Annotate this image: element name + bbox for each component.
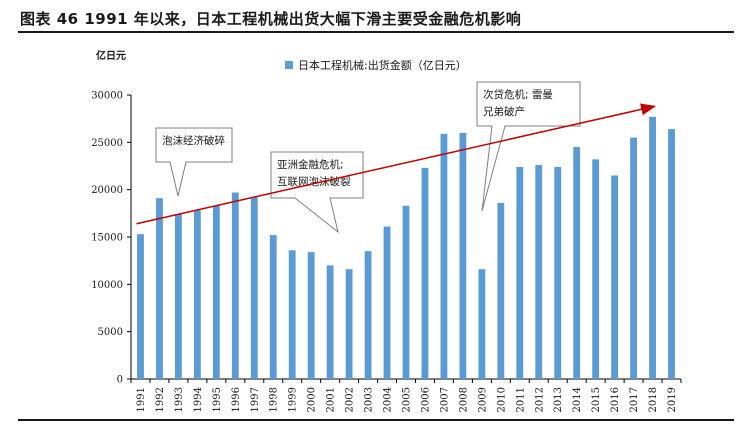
bar	[269, 235, 277, 379]
legend-swatch	[285, 61, 293, 69]
legend-label: 日本工程机械:出货金额（亿日元）	[298, 58, 467, 72]
x-tick-label: 1996	[231, 387, 242, 412]
bar	[440, 133, 448, 379]
x-tick-label: 2006	[420, 387, 431, 412]
x-tick-label: 2016	[610, 387, 621, 412]
x-tick-label: 2008	[458, 387, 469, 412]
bar	[383, 226, 391, 379]
x-tick-label: 2007	[439, 387, 450, 412]
x-tick-label: 1991	[136, 387, 147, 412]
bar	[193, 210, 201, 379]
x-tick-label: 1998	[269, 387, 280, 412]
bar	[212, 205, 220, 379]
y-tick-label: 5000	[98, 327, 123, 338]
annotation-callout	[155, 127, 233, 197]
bar	[668, 129, 675, 379]
x-tick-label: 1994	[193, 387, 204, 412]
bar	[478, 269, 486, 379]
bar	[535, 165, 543, 379]
x-tick-label: 1993	[174, 387, 185, 412]
y-tick-label: 15000	[91, 233, 123, 244]
x-tick-label: 2001	[326, 387, 337, 412]
bar	[345, 269, 353, 379]
bar	[137, 234, 144, 379]
x-tick-label: 2012	[534, 387, 545, 412]
bar	[592, 159, 600, 379]
x-tick-label: 1999	[288, 387, 299, 412]
legend: 日本工程机械:出货金额（亿日元）	[285, 58, 467, 72]
annotation-text: 互联网泡沫破裂	[277, 175, 351, 188]
annotation-text: 兄弟破产	[483, 105, 525, 118]
x-tick-label: 1997	[250, 387, 261, 412]
bar	[459, 132, 467, 379]
y-tick-label: 10000	[91, 280, 123, 291]
annotation-text: 泡沫经济破碎	[162, 134, 225, 147]
bar	[326, 265, 334, 379]
annotation-callout	[270, 151, 364, 234]
unit-label: 亿日元	[96, 49, 126, 62]
bar	[250, 197, 258, 379]
trend-arrow	[136, 103, 657, 225]
bar	[402, 205, 410, 379]
bars	[137, 116, 675, 380]
x-tick-label: 2009	[477, 387, 488, 412]
bar	[231, 192, 239, 379]
x-tick-label: 2010	[496, 387, 507, 412]
x-tick-label: 2005	[402, 387, 413, 412]
bar	[573, 147, 581, 379]
y-tick-labels: 0 5000 10000 15000 20000 25000 30000	[91, 91, 123, 386]
x-tick-label: 2019	[667, 387, 678, 412]
y-tick-label: 25000	[91, 138, 123, 149]
bar	[554, 166, 562, 379]
x-tick-label: 1995	[212, 387, 223, 412]
bar	[175, 214, 182, 379]
annotation-text: 亚洲金融危机;	[277, 158, 344, 171]
x-tick-label: 2018	[648, 387, 659, 412]
bar	[421, 167, 429, 379]
x-tick-label: 2017	[629, 387, 640, 412]
x-tick-label: 2014	[572, 387, 583, 412]
x-tick-label: 2013	[553, 387, 564, 412]
x-tick-label: 1992	[155, 387, 166, 412]
y-tick-label: 20000	[91, 185, 123, 196]
bar	[288, 250, 296, 379]
bar	[156, 198, 163, 379]
bottom-rule	[18, 419, 734, 421]
figure-title: 图表 46 1991 年以来，日本工程机械出货大幅下滑主要受金融危机影响	[20, 10, 522, 28]
bar	[630, 137, 637, 379]
x-tick-label: 2015	[591, 387, 602, 412]
x-tick-label: 2002	[345, 387, 356, 412]
bar	[649, 116, 656, 380]
annotation-callout	[476, 81, 581, 212]
y-tick-label: 0	[117, 375, 123, 386]
annotation-text: 次贷危机; 雷曼	[483, 88, 553, 101]
x-tick-label: 2000	[307, 387, 318, 412]
top-rule	[18, 31, 734, 33]
x-tick-labels: 1991 1992 1993 1994 1995 1996 1997 1998 1999 2000…	[136, 387, 678, 412]
x-tick-label: 2004	[383, 387, 394, 412]
bar	[307, 252, 315, 379]
y-tick-label: 30000	[91, 91, 123, 102]
bar	[611, 175, 619, 379]
bar	[497, 202, 505, 379]
bar	[364, 251, 372, 379]
bar	[516, 166, 524, 379]
x-tick-label: 2011	[515, 387, 526, 412]
x-tick-label: 2003	[364, 387, 375, 412]
